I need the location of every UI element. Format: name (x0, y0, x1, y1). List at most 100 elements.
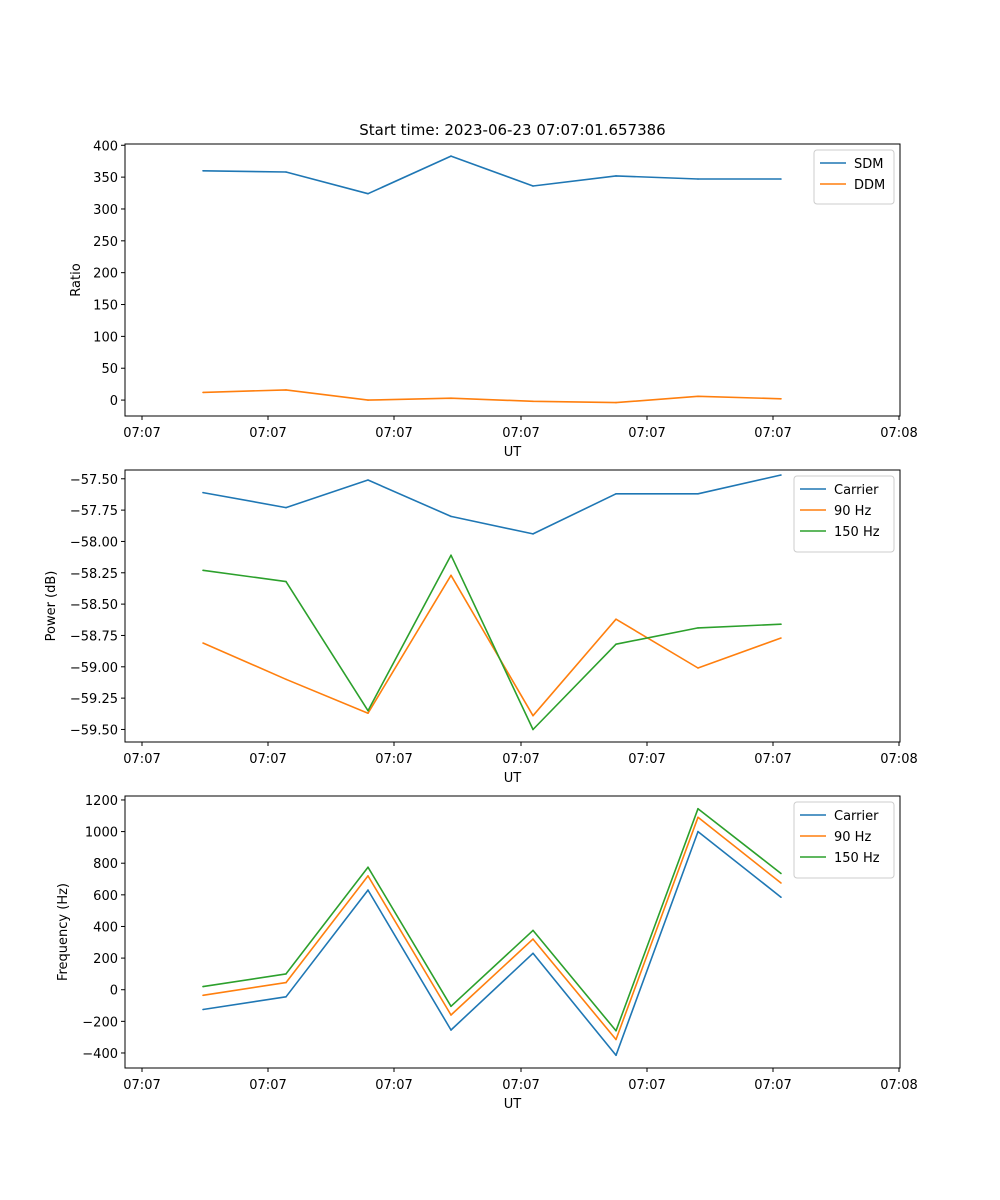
data-point (202, 491, 204, 494)
data-point (450, 1029, 452, 1031)
x-axis-label: UT (504, 1097, 522, 1112)
y-tick-label: 600 (93, 889, 118, 904)
data-point (202, 642, 204, 644)
series-line-150-hz (202, 554, 782, 731)
series-line-150-hz (202, 807, 782, 1032)
data-point (615, 493, 617, 495)
data-point (780, 474, 782, 476)
x-tick-label: 07:08 (880, 426, 917, 441)
chart-panel-3: 07:07 07:07 07:07 07:07 07:07 07:07 07:08 −400 −… (56, 794, 918, 1112)
chart-panel-1: 07:07 07:07 07:07 07:07 07:07 07:07 07:08 0 50 10… (69, 121, 918, 460)
data-point (367, 479, 369, 481)
data-point (532, 185, 534, 187)
data-point (367, 875, 369, 877)
y-tick-label: 200 (93, 952, 118, 967)
y-tick-label: −58.75 (70, 629, 118, 644)
data-point (532, 952, 534, 955)
data-point (697, 493, 699, 495)
data-point (532, 533, 534, 535)
y-axis-label: Power (dB) (44, 571, 59, 642)
legend-entry: SDM (854, 157, 883, 172)
legend-entry: 150 Hz (834, 851, 880, 866)
data-point (285, 996, 287, 998)
plot-frame (124, 469, 901, 743)
data-point (367, 712, 369, 714)
y-tick-label: −59.00 (70, 661, 118, 676)
x-tick-label: 07:07 (754, 1078, 791, 1093)
y-tick-label: 400 (93, 139, 118, 154)
data-point (615, 1038, 617, 1041)
x-tick-label: 07:07 (628, 426, 665, 441)
y-tick-label: 50 (101, 362, 118, 377)
x-tick-label: 07:07 (628, 1078, 665, 1093)
data-point (450, 397, 452, 400)
data-point (450, 1014, 452, 1016)
x-tick-label: 07:07 (123, 426, 160, 441)
y-tick-label: 250 (93, 235, 118, 250)
x-tick-label: 07:08 (880, 752, 917, 767)
y-tick-label: 400 (93, 920, 118, 935)
data-point (532, 714, 534, 717)
data-point (697, 395, 699, 398)
x-tick-label: 07:07 (249, 426, 286, 441)
legend-box (793, 475, 895, 553)
data-point (780, 178, 782, 180)
data-point (367, 399, 369, 401)
data-point (780, 623, 782, 625)
data-point (532, 728, 534, 731)
x-tick-label: 07:07 (249, 752, 286, 767)
data-point (450, 1005, 452, 1008)
legend: SDM DDM (813, 149, 895, 205)
data-point (285, 678, 287, 681)
x-tick-label: 07:07 (375, 1078, 412, 1093)
data-point (202, 569, 204, 572)
y-tick-label: 0 (110, 984, 118, 999)
series-line-sdm (202, 155, 781, 195)
y-tick-label: −59.25 (70, 692, 118, 707)
data-point (450, 155, 452, 157)
y-tick-label: −400 (82, 1047, 118, 1062)
y-tick-label: 300 (93, 203, 118, 218)
data-point (615, 175, 617, 177)
data-point (450, 515, 452, 518)
data-point (285, 580, 287, 583)
data-point (202, 170, 204, 172)
data-point (697, 667, 699, 669)
data-point (202, 985, 204, 988)
data-point (532, 400, 534, 403)
legend-entry: Carrier (834, 809, 879, 824)
y-tick-label: −57.75 (70, 504, 118, 519)
data-point (450, 574, 452, 577)
series-line-90-hz (202, 816, 782, 1041)
legend: Carrier 90 Hz 150 Hz (793, 801, 895, 879)
x-tick-label: 07:07 (249, 1078, 286, 1093)
series-line-ddm (202, 389, 782, 404)
y-tick-label: 800 (93, 857, 118, 872)
plot-frame (124, 795, 901, 1069)
chart-title: Start time: 2023-06-23 07:07:01.657386 (359, 121, 665, 139)
y-tick-label: 1000 (85, 826, 118, 841)
y-tick-label: 100 (93, 330, 118, 345)
data-point (615, 643, 617, 645)
legend-entry: Carrier (834, 483, 879, 498)
x-tick-label: 07:08 (880, 1078, 917, 1093)
data-point (780, 637, 782, 639)
data-point (780, 882, 782, 884)
data-point (615, 618, 617, 620)
x-tick-label: 07:07 (628, 752, 665, 767)
data-point (780, 896, 782, 898)
series-line-90-hz (202, 574, 782, 717)
legend-box (793, 801, 895, 879)
x-tick-label: 07:07 (502, 752, 539, 767)
x-tick-label: 07:07 (375, 426, 412, 441)
y-tick-label: −58.00 (70, 535, 118, 550)
data-point (285, 389, 287, 391)
data-point (285, 171, 287, 173)
series-line-carrier (202, 474, 782, 535)
series-line-carrier (202, 830, 782, 1057)
x-tick-label: 07:07 (375, 752, 412, 767)
data-point (697, 816, 699, 819)
data-point (285, 973, 287, 975)
y-tick-label: −57.50 (70, 473, 118, 488)
legend-entry: 90 Hz (834, 504, 871, 519)
